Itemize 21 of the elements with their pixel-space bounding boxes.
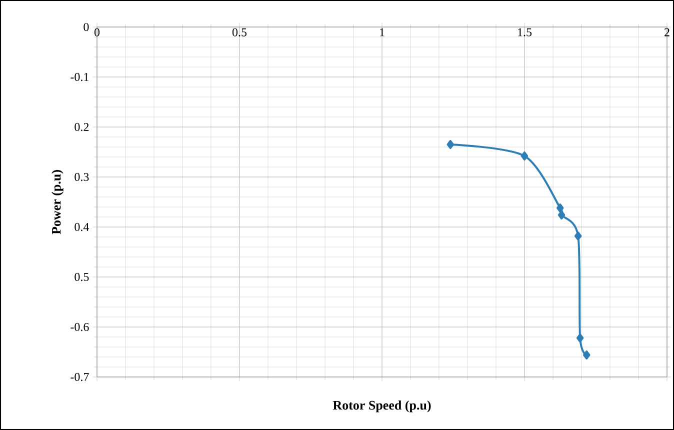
- x-tick-label: 1.5: [518, 28, 532, 36]
- point: [446, 140, 454, 149]
- point: [576, 333, 584, 342]
- point: [556, 203, 564, 212]
- y-tick-label: 0.4: [74, 222, 90, 232]
- y-tick-label: -0.6: [70, 322, 89, 332]
- y-tick-label: -0.7: [70, 372, 89, 382]
- x-tick-label: 1: [380, 28, 384, 36]
- y-tick-label: 0.2: [74, 122, 89, 132]
- point: [583, 350, 590, 360]
- point: [520, 151, 528, 160]
- x-tick-label: 0: [94, 28, 100, 36]
- x-tick-label: 2: [664, 28, 670, 36]
- y-tick-label: 0.5: [74, 272, 89, 282]
- point: [558, 210, 566, 220]
- y-tick-label: 0.3: [74, 172, 89, 182]
- point: [574, 231, 582, 240]
- x-axis-title: Rotor Speed (p.u): [332, 400, 431, 412]
- y-tick-label: -0.1: [70, 72, 88, 82]
- y-axis-title: Power (p.u): [52, 170, 64, 234]
- x-tick-label: 0.5: [232, 28, 247, 36]
